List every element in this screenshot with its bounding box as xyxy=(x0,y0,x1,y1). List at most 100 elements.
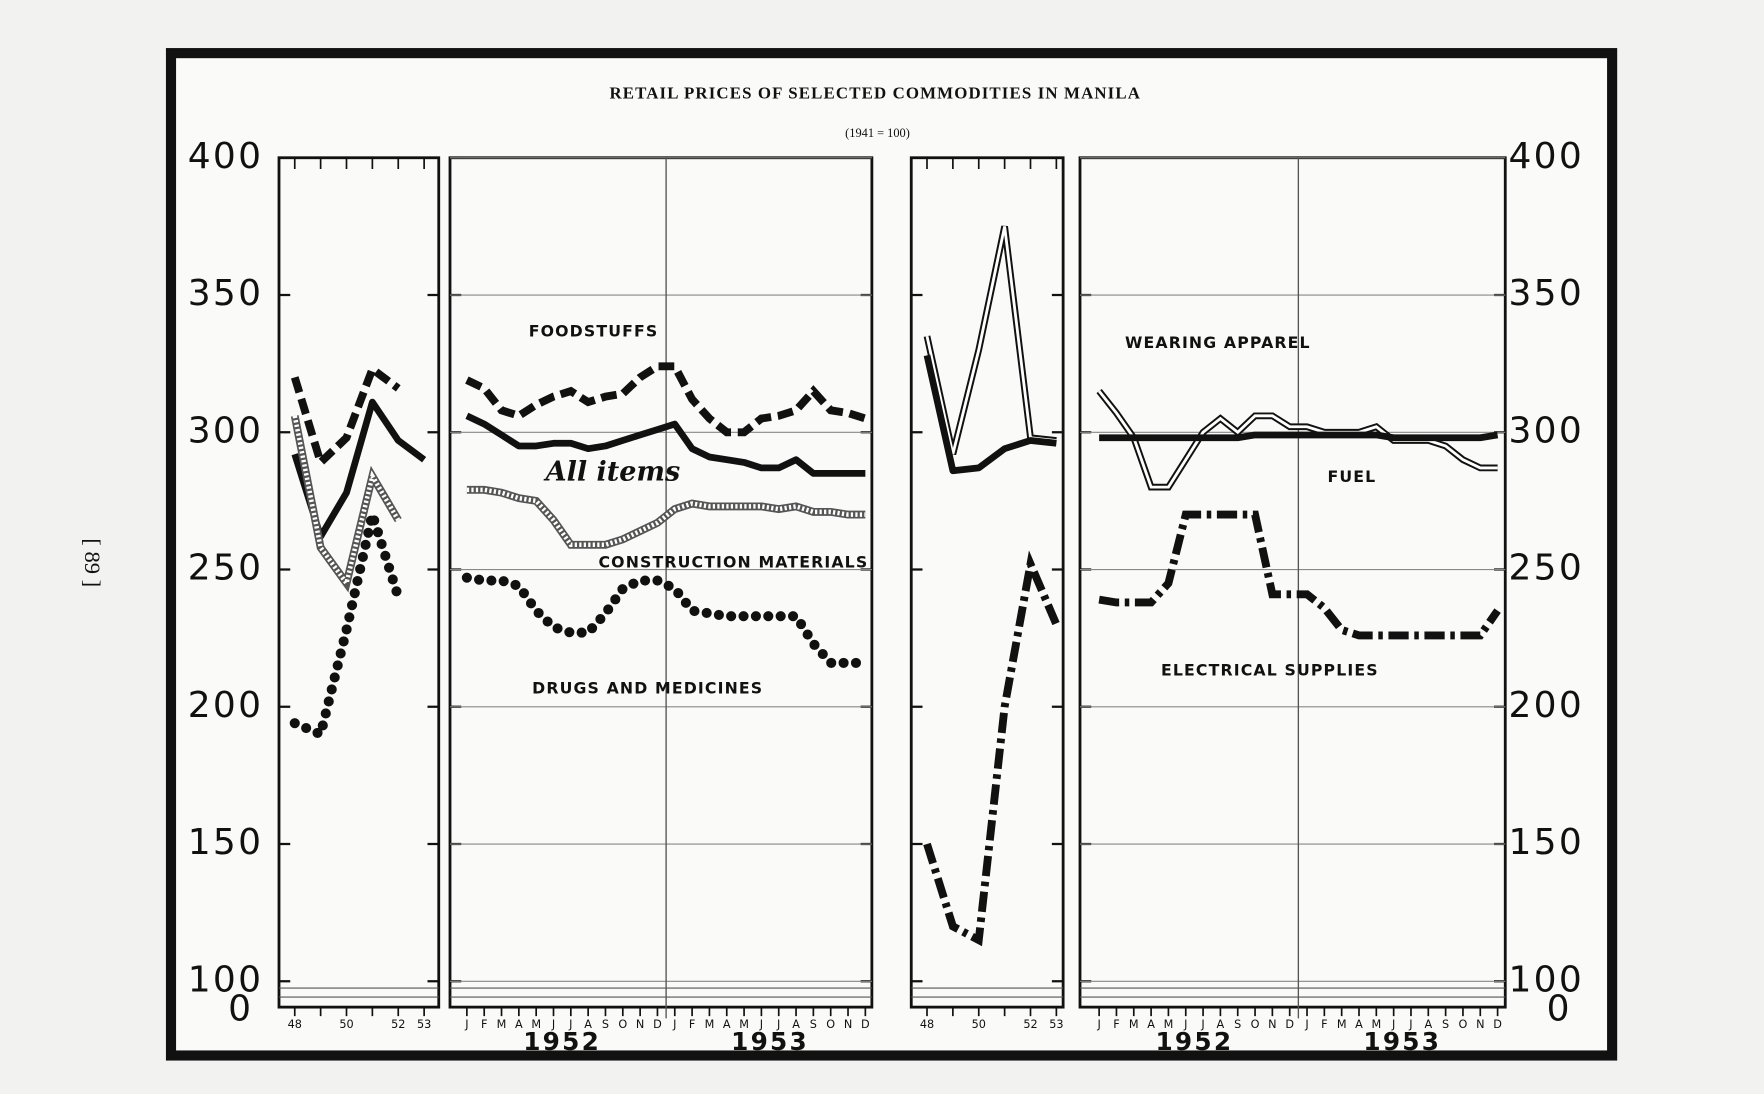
x-tick-label: S xyxy=(602,1018,609,1031)
series-label: WEARING APPAREL xyxy=(1125,333,1311,352)
x-tick-label: 52 xyxy=(1023,1018,1037,1031)
series-label: CONSTRUCTION MATERIALS xyxy=(599,552,869,571)
series-line-hatch xyxy=(466,487,866,547)
x-tick-label: F xyxy=(689,1018,695,1031)
x-tick-label: 48 xyxy=(288,1018,302,1031)
x-tick-label: M xyxy=(497,1018,507,1031)
y-tick-label: 400 xyxy=(1509,136,1584,177)
y-tick-label: 100 xyxy=(188,959,263,1000)
y-tick-label: 150 xyxy=(1509,822,1584,863)
x-tick-label: S xyxy=(1442,1018,1449,1031)
y-tick-label: 200 xyxy=(188,685,263,726)
x-tick-label: 50 xyxy=(339,1018,353,1031)
x-tick-label: J xyxy=(672,1018,676,1031)
series-label: ELECTRICAL SUPPLIES xyxy=(1161,660,1379,679)
series-line-inner xyxy=(1098,390,1498,489)
x-tick-label: J xyxy=(1096,1018,1100,1031)
x-tick-label: J xyxy=(1304,1018,1308,1031)
x-tick-label: 53 xyxy=(1049,1018,1063,1031)
x-tick-label: A xyxy=(1217,1018,1225,1031)
x-tick-label: M xyxy=(705,1018,715,1031)
x-tick-label: J xyxy=(776,1018,780,1031)
x-tick-label: J xyxy=(551,1018,555,1031)
x-tick-label: J xyxy=(1391,1018,1395,1031)
x-tick-label: J xyxy=(1408,1018,1412,1031)
y-tick-label: 0 xyxy=(1547,989,1572,1030)
x-tick-label: A xyxy=(1355,1018,1363,1031)
y-tick-label: 150 xyxy=(188,822,263,863)
series-label: DRUGS AND MEDICINES xyxy=(532,678,763,697)
panel-frame xyxy=(277,156,441,1009)
y-tick-label: 300 xyxy=(188,410,263,451)
series-line xyxy=(290,415,402,593)
x-tick-label: A xyxy=(1147,1018,1155,1031)
series-label: FOODSTUFFS xyxy=(529,322,659,341)
x-tick-label: J xyxy=(568,1018,572,1031)
series-line xyxy=(465,412,866,477)
year-label: 1952 xyxy=(1155,1027,1233,1056)
x-tick-label: M xyxy=(1371,1018,1381,1031)
y-tick-label: 250 xyxy=(1509,548,1584,589)
x-tick-label: O xyxy=(826,1018,835,1031)
x-tick-label: O xyxy=(1459,1018,1468,1031)
x-tick-label: F xyxy=(1113,1018,1119,1031)
x-tick-label: S xyxy=(810,1018,817,1031)
x-tick-label: M xyxy=(531,1018,541,1031)
year-label: 1952 xyxy=(523,1027,601,1056)
x-tick-label: S xyxy=(1234,1018,1241,1031)
x-tick-label: A xyxy=(515,1018,523,1031)
y-tick-label: 300 xyxy=(1509,410,1584,451)
y-tick-label: 350 xyxy=(1509,273,1584,314)
series-line xyxy=(1098,510,1501,640)
y-tick-label: 350 xyxy=(188,273,263,314)
x-tick-label: M xyxy=(1337,1018,1347,1031)
series-line xyxy=(923,550,1060,947)
x-tick-label: N xyxy=(1476,1018,1484,1031)
x-tick-label: N xyxy=(844,1018,852,1031)
x-tick-label: 50 xyxy=(972,1018,986,1031)
x-tick-label: M xyxy=(1129,1018,1139,1031)
series-label: FUEL xyxy=(1328,467,1377,486)
x-tick-label: 53 xyxy=(417,1018,431,1031)
y-tick-label: 250 xyxy=(188,548,263,589)
x-tick-label: O xyxy=(1251,1018,1260,1031)
y-tick-label: 100 xyxy=(1509,959,1584,1000)
x-tick-label: J xyxy=(1200,1018,1204,1031)
x-tick-label: N xyxy=(1268,1018,1276,1031)
year-label: 1953 xyxy=(1363,1027,1441,1056)
x-tick-label: J xyxy=(464,1018,468,1031)
x-tick-label: A xyxy=(723,1018,731,1031)
x-tick-label: F xyxy=(1321,1018,1327,1031)
x-tick-label: A xyxy=(792,1018,800,1031)
x-tick-label: D xyxy=(1493,1018,1502,1031)
series-line xyxy=(923,354,1057,475)
x-tick-label: 48 xyxy=(920,1018,934,1031)
x-tick-label: A xyxy=(584,1018,592,1031)
y-tick-label: 0 xyxy=(228,989,253,1030)
x-tick-label: J xyxy=(759,1018,763,1031)
frame xyxy=(165,48,1618,1061)
x-tick-label: 52 xyxy=(391,1018,405,1031)
panel-frame xyxy=(909,156,1065,1009)
x-tick-label: D xyxy=(653,1018,662,1031)
series-label: All items xyxy=(543,456,681,487)
x-tick-label: M xyxy=(739,1018,749,1031)
y-tick-label: 200 xyxy=(1509,685,1584,726)
x-tick-label: N xyxy=(636,1018,644,1031)
year-label: 1953 xyxy=(731,1027,809,1056)
page-number: [ 89 ] xyxy=(80,538,105,587)
series-line xyxy=(461,572,871,668)
x-tick-label: M xyxy=(1164,1018,1174,1031)
series-line xyxy=(290,362,401,470)
y-tick-label: 400 xyxy=(188,136,263,177)
series-line xyxy=(465,362,867,437)
series-line xyxy=(289,495,404,742)
x-tick-label: O xyxy=(618,1018,627,1031)
x-tick-label: F xyxy=(481,1018,487,1031)
series-line xyxy=(1099,431,1499,442)
chart-title: RETAIL PRICES OF SELECTED COMMODITIES IN… xyxy=(609,84,1141,103)
x-tick-label: A xyxy=(1424,1018,1432,1031)
x-tick-label: J xyxy=(1183,1018,1187,1031)
chart-subtitle: (1941 = 100) xyxy=(845,126,910,140)
